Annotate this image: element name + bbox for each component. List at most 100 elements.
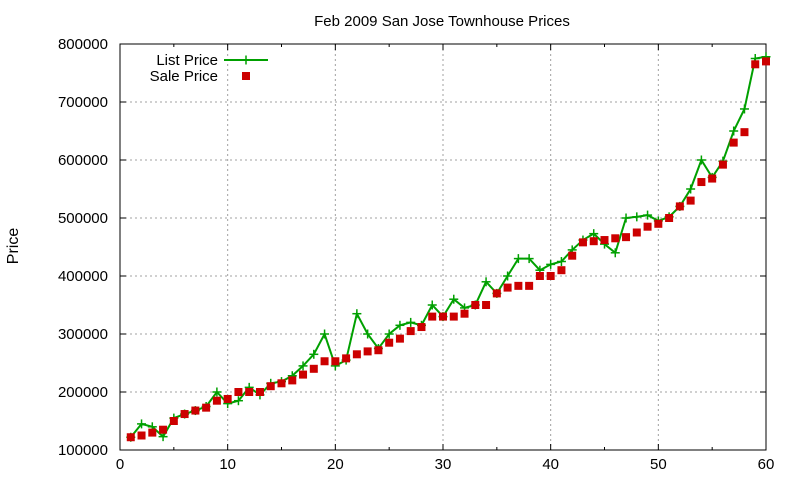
- sale-price-point: [245, 388, 254, 396]
- sale-price-point: [331, 357, 340, 366]
- sale-price-point: [729, 138, 738, 147]
- sale-price-point: [288, 376, 297, 385]
- sale-price-point: [546, 272, 555, 280]
- sale-price-point: [762, 57, 770, 66]
- sale-price-point: [557, 266, 566, 275]
- sale-price-point: [148, 428, 157, 437]
- list-price-point: [503, 271, 513, 281]
- x-tick-label: 0: [116, 456, 124, 473]
- x-tick-label: 20: [327, 456, 344, 473]
- y-tick-label: 600000: [58, 152, 108, 169]
- list-price-point: [298, 361, 308, 371]
- legend-cross-swatch: [241, 55, 251, 65]
- sale-price-point: [266, 382, 275, 391]
- sale-price-point: [449, 312, 458, 321]
- tick-labels: 0 10 20 30 40 50 60 100000 200000 300000 400000 500…: [58, 36, 774, 473]
- list-price-point: [546, 259, 556, 269]
- list-price-point: [320, 329, 330, 339]
- sale-price-point: [159, 425, 168, 434]
- list-price-point: [513, 254, 523, 264]
- list-price-point: [427, 300, 437, 310]
- sale-price-point: [277, 379, 286, 388]
- y-tick-label: 300000: [58, 326, 108, 343]
- sale-price-point: [751, 60, 760, 69]
- sale-price-point: [675, 202, 684, 211]
- list-price-point: [212, 387, 222, 397]
- x-tick-label: 50: [650, 456, 667, 473]
- sale-price-point: [395, 334, 404, 343]
- x-tick-label: 10: [219, 456, 236, 473]
- sale-price-point: [374, 346, 383, 355]
- y-tick-label: 500000: [58, 210, 108, 227]
- list-price-point: [729, 126, 739, 136]
- sale-price-point: [169, 417, 178, 425]
- y-tick-label: 800000: [58, 36, 108, 53]
- sale-price-point: [352, 350, 361, 359]
- sale-price-point: [697, 178, 706, 187]
- sale-price-point: [471, 301, 480, 309]
- list-price-point: [556, 257, 566, 266]
- sale-price-point: [514, 281, 523, 290]
- list-price-line: [129, 55, 767, 439]
- sale-price-point: [632, 228, 641, 237]
- sale-price-point: [320, 357, 329, 366]
- sale-price-point: [417, 323, 426, 332]
- y-tick-label: 200000: [58, 384, 108, 401]
- sale-price-point: [212, 396, 221, 405]
- sale-price-point: [611, 234, 620, 243]
- sale-price-point: [191, 406, 200, 415]
- legend-label: Sale Price: [150, 68, 218, 85]
- sale-price-point: [643, 222, 652, 231]
- sale-price-point: [309, 364, 318, 373]
- y-tick-label: 400000: [58, 268, 108, 285]
- list-price-point: [395, 320, 405, 330]
- sale-price-point: [740, 128, 749, 137]
- sale-price-point: [223, 394, 232, 403]
- list-price-point: [363, 329, 373, 339]
- sale-price-point: [718, 160, 727, 169]
- list-price-point: [696, 155, 706, 165]
- sale-price-point: [126, 433, 135, 442]
- sale-price-point: [406, 327, 415, 336]
- sale-price-point: [686, 196, 695, 205]
- sale-price-point: [622, 233, 631, 242]
- sale-price-point: [137, 431, 146, 440]
- plot-frame: [119, 43, 767, 451]
- y-tick-label: 700000: [58, 94, 108, 111]
- list-price-point: [384, 329, 394, 339]
- sale-price-point: [600, 236, 609, 245]
- list-price-point: [632, 212, 642, 222]
- sale-price-point: [482, 301, 491, 309]
- list-price-point: [449, 294, 459, 304]
- list-price-point: [309, 349, 319, 359]
- list-price-point: [352, 309, 362, 319]
- list-price-point: [524, 254, 534, 264]
- series-sale-price: [126, 57, 770, 442]
- sale-price-point: [234, 388, 243, 396]
- legend-square-swatch: [242, 72, 250, 80]
- series-list-price: [126, 52, 771, 442]
- sale-price-point: [342, 354, 351, 363]
- sale-price-point: [492, 289, 501, 298]
- sale-price-point: [535, 272, 544, 280]
- x-tick-label: 30: [435, 456, 452, 473]
- list-price-point: [621, 213, 631, 223]
- sale-price-point: [180, 410, 189, 419]
- y-axis-label: Price: [5, 228, 22, 265]
- sale-price-point: [654, 219, 663, 228]
- list-price-point: [233, 396, 243, 406]
- sale-price-point: [578, 238, 587, 247]
- list-price-point: [589, 229, 599, 239]
- list-price-point: [406, 317, 416, 327]
- sale-price-point: [665, 214, 674, 222]
- sale-price-point: [525, 281, 534, 290]
- sale-price-point: [503, 283, 512, 292]
- sale-price-point: [708, 174, 717, 183]
- sale-price-point: [202, 403, 211, 412]
- series-layer: [126, 52, 771, 442]
- list-price-point: [686, 184, 696, 194]
- y-tick-label: 100000: [58, 442, 108, 459]
- legend-label: List Price: [156, 52, 218, 69]
